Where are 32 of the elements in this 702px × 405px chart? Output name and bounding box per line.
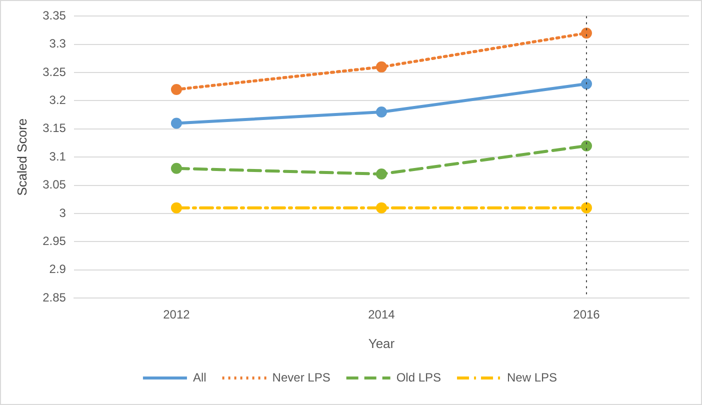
point	[376, 106, 387, 118]
y-tick-label: 3.2	[49, 93, 66, 108]
point	[170, 162, 182, 174]
y-axis-title: Scaled Score	[14, 118, 30, 196]
y-tick-label: 3.25	[42, 64, 66, 79]
y-tick-label: 3.05	[42, 178, 66, 192]
y-tick-label: 2.9	[49, 262, 66, 276]
y-tick-label: 3.15	[42, 121, 66, 136]
y-tick-label: 3	[59, 206, 66, 220]
point	[580, 140, 592, 152]
point	[170, 84, 182, 95]
point	[376, 168, 387, 180]
y-tick-label: 3.35	[42, 8, 66, 23]
point	[376, 202, 387, 214]
y-tick-label: 3.1	[49, 149, 66, 164]
y-tick-label: 2.85	[42, 290, 66, 304]
legend-label: Old LPS	[396, 370, 442, 384]
x-tick-label: 2014	[368, 308, 396, 322]
point	[170, 202, 182, 214]
point	[376, 61, 387, 72]
x-tick-label: 2012	[163, 308, 190, 322]
point	[580, 28, 592, 39]
legend-label: Never LPS	[272, 370, 330, 384]
x-axis-title: Year	[368, 336, 396, 351]
y-tick-label: 2.95	[42, 234, 66, 248]
point	[580, 78, 592, 90]
legend-label: All	[192, 370, 206, 384]
y-tick-label: 3.3	[49, 36, 66, 51]
x-tick-label: 2016	[573, 308, 600, 322]
legend-label: New LPS	[507, 370, 558, 384]
point	[170, 118, 182, 129]
point	[580, 202, 592, 214]
